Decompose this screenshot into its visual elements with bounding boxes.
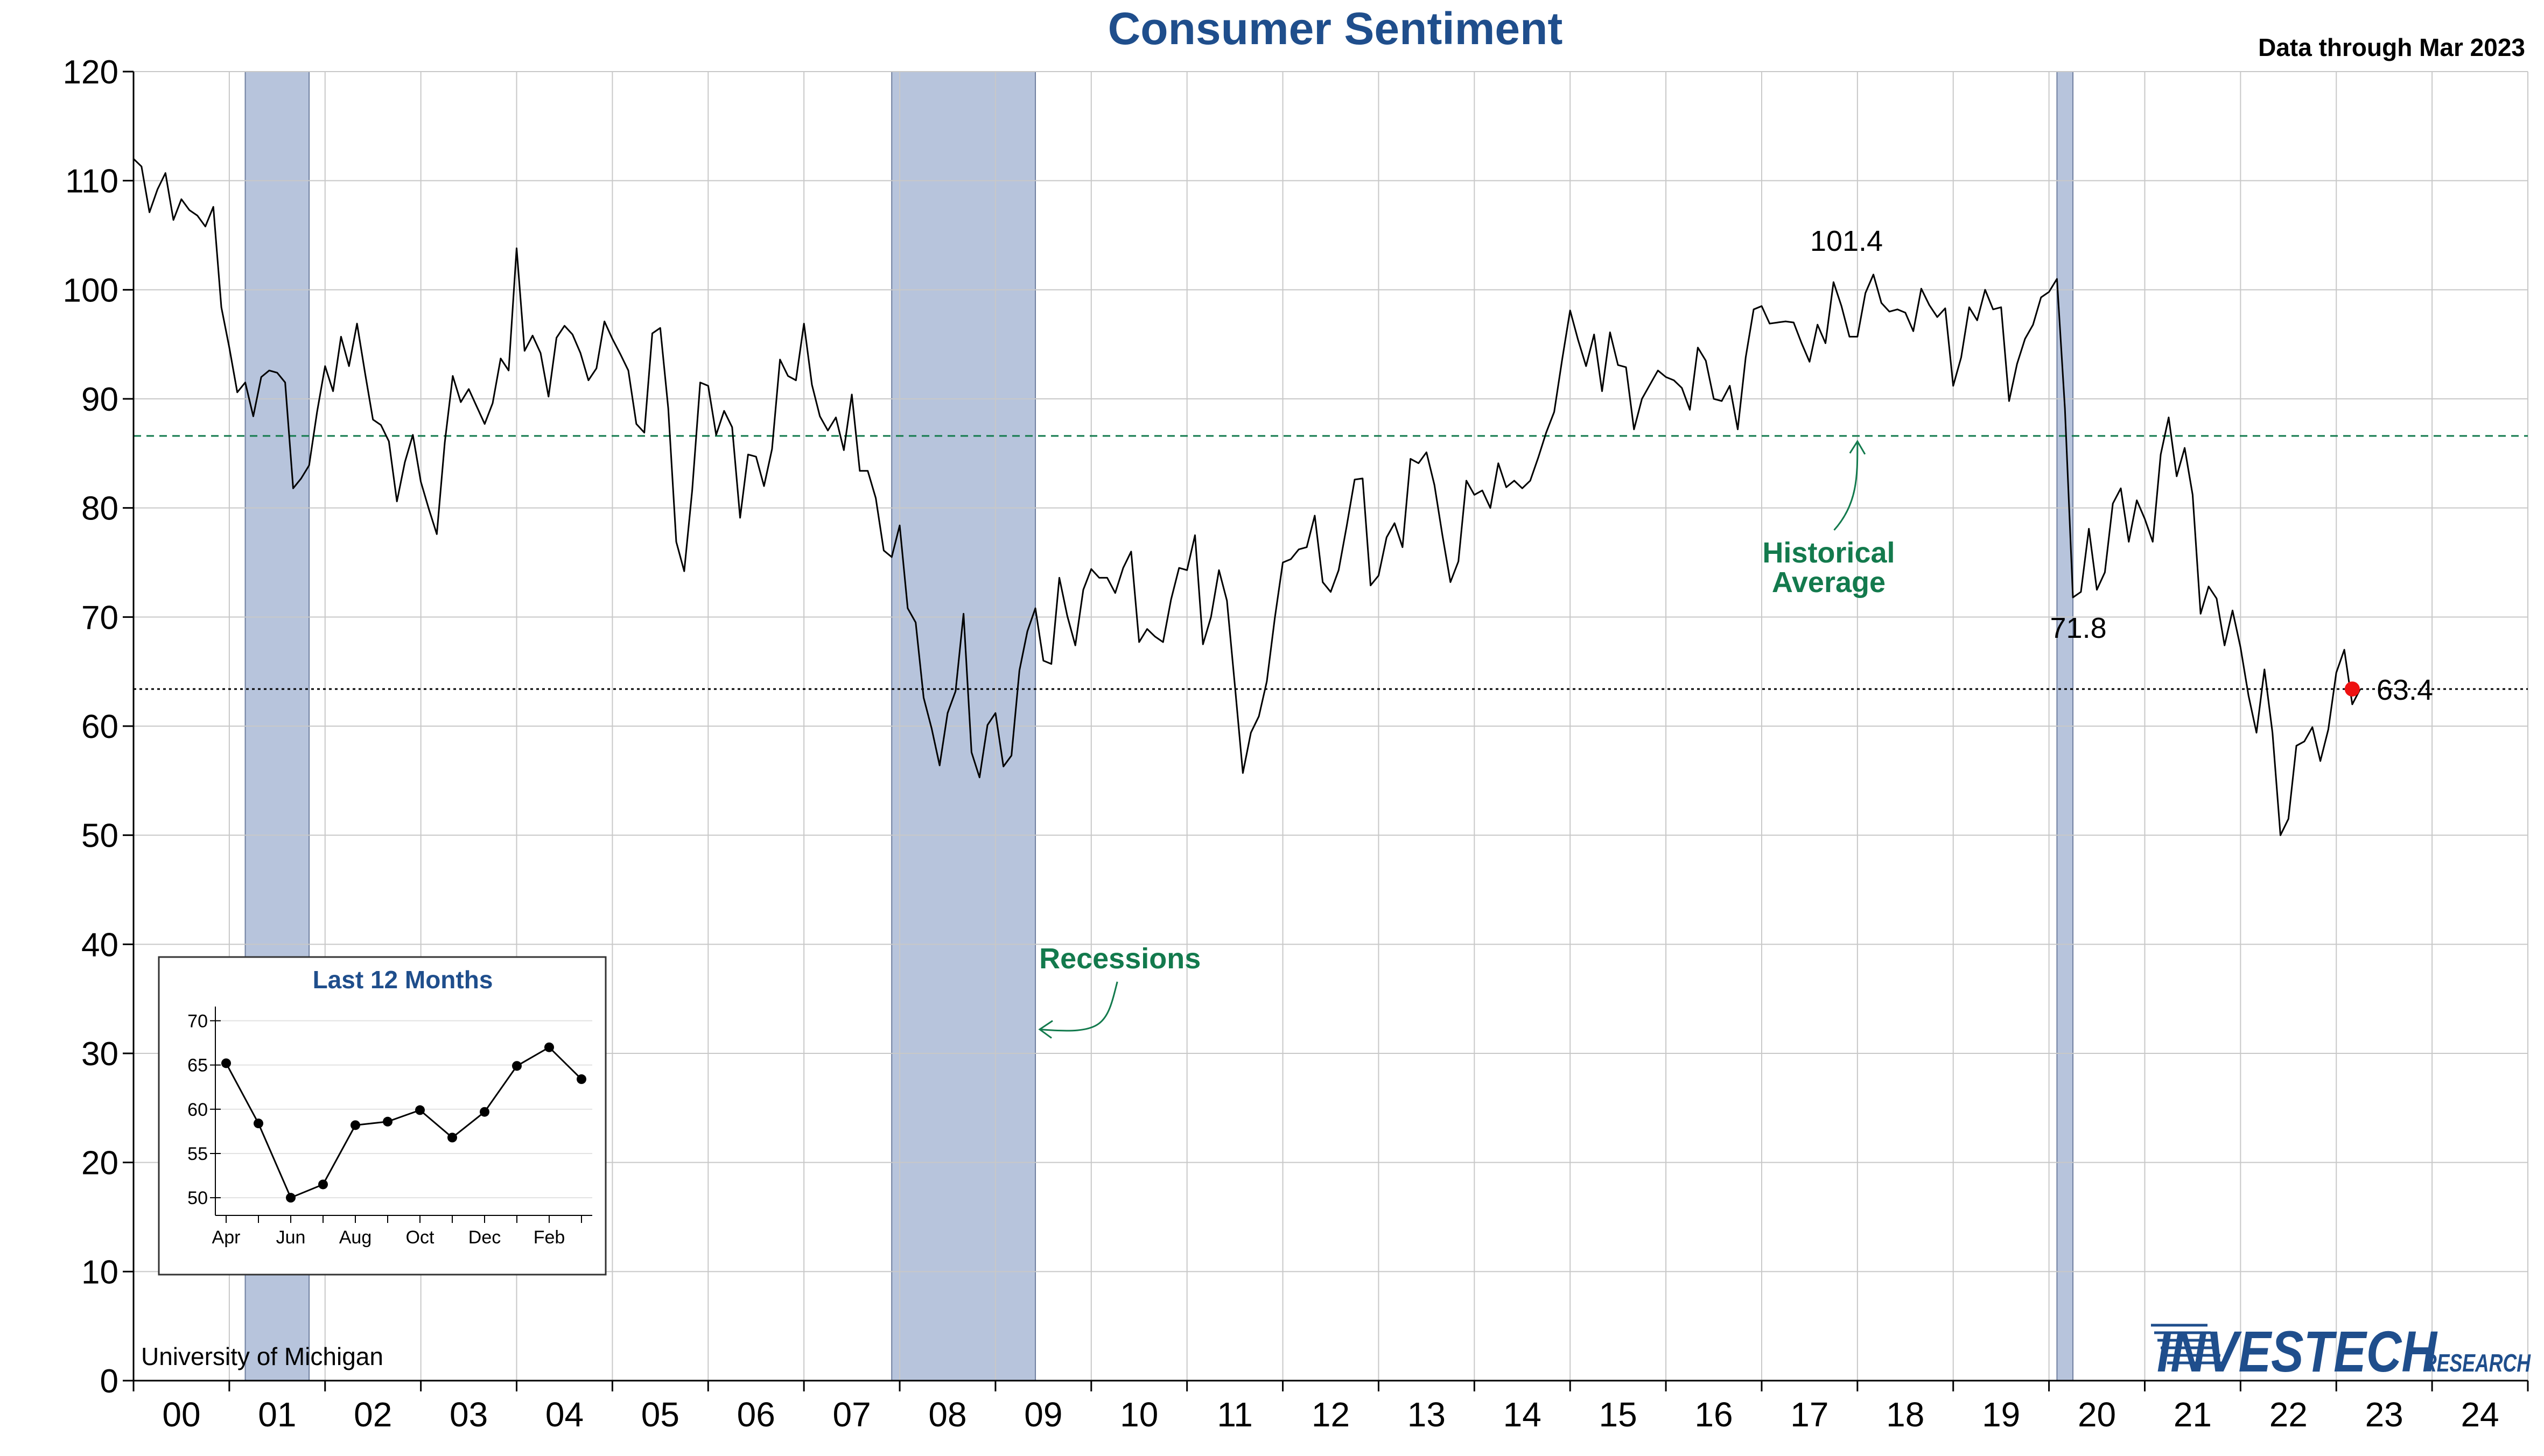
y-tick-label: 10 [81, 1254, 118, 1291]
inset-data-point [286, 1193, 296, 1203]
x-tick-label: 20 [2078, 1395, 2116, 1434]
recessions-arrow [1039, 981, 1118, 1032]
x-tick-label: 08 [928, 1395, 966, 1434]
x-tick-label: 22 [2269, 1395, 2308, 1434]
x-tick-label: 04 [545, 1395, 584, 1434]
source-label: University of Michigan [141, 1342, 383, 1370]
logo-main-text: INVESTECH [2157, 1319, 2438, 1384]
inset-data-point [254, 1119, 263, 1129]
y-tick-label: 40 [81, 926, 118, 963]
x-tick-label: 05 [641, 1395, 679, 1434]
y-tick-label: 30 [81, 1036, 118, 1073]
y-tick-label: 20 [81, 1145, 118, 1182]
inset-data-point [512, 1061, 522, 1071]
inset-x-tick-label: Apr [212, 1227, 241, 1248]
inset-y-tick-label: 50 [187, 1188, 208, 1208]
x-tick-label: 23 [2365, 1395, 2403, 1434]
inset-data-point [221, 1058, 231, 1068]
x-tick-label: 02 [354, 1395, 392, 1434]
x-tick-label: 00 [162, 1395, 200, 1434]
inset-x-tick-label: Oct [406, 1227, 434, 1248]
chart-subtitle: Data through Mar 2023 [2258, 33, 2525, 61]
x-tick-label: 01 [258, 1395, 296, 1434]
inset-chart-last-12-months: Last 12 Months 50 55 60 65 70 Apr Jun Aug Oct Dec… [158, 956, 607, 1276]
x-tick-label: 06 [737, 1395, 775, 1434]
y-tick-label: 50 [81, 818, 118, 855]
x-tick-label: 09 [1024, 1395, 1062, 1434]
logo-sub-text: RESEARCH [2423, 1349, 2531, 1377]
recessions-annotation: Recessions [1038, 942, 1201, 1039]
historical-average-label-line2: Average [1772, 566, 1886, 599]
inset-data-point [577, 1074, 586, 1084]
x-tick-label: 21 [2174, 1395, 2212, 1434]
x-tick-label: 14 [1503, 1395, 1541, 1434]
inset-frame [158, 956, 607, 1276]
historical-average-annotation: Historical Average [1762, 440, 1895, 599]
annotation-current-label: 63.4 [2377, 674, 2433, 706]
recessions-arrowhead [1038, 1020, 1053, 1039]
inset-x-tick-label: Aug [339, 1227, 372, 1248]
x-tick-label: 15 [1599, 1395, 1637, 1434]
logo-speed-stripes [2151, 1324, 2224, 1364]
inset-data-point [544, 1042, 554, 1052]
x-tick-label: 10 [1120, 1395, 1158, 1434]
inset-y-tick-label: 65 [187, 1056, 208, 1076]
inset-series-line [225, 1046, 583, 1199]
inset-data-point [415, 1105, 425, 1115]
current-value-marker [2344, 681, 2360, 697]
inset-x-tick-label: Jun [276, 1227, 306, 1248]
historical-average-arrowhead [1849, 440, 1866, 455]
annotation-peak-label: 101.4 [1810, 225, 1883, 257]
chart-title: Consumer Sentiment [1108, 3, 1563, 54]
x-tick-label: 16 [1694, 1395, 1733, 1434]
inset-y-tick-label: 70 [187, 1011, 208, 1031]
inset-title: Last 12 Months [313, 966, 493, 994]
investech-logo: INVESTECH RESEARCH [2151, 1319, 2531, 1384]
historical-average-arrow [1833, 441, 1859, 531]
inset-data-point [383, 1116, 393, 1127]
x-tick-label: 11 [1217, 1395, 1252, 1434]
inset-y-tick-label: 55 [187, 1144, 208, 1164]
annotation-covid-low-label: 71.8 [2050, 612, 2107, 644]
inset-x-tick-label: Dec [468, 1227, 501, 1248]
inset-data-point [351, 1120, 360, 1130]
y-tick-label: 80 [81, 490, 118, 527]
inset-data-point [480, 1107, 489, 1117]
x-tick-label: 19 [1982, 1395, 2020, 1434]
inset-data-point [447, 1133, 457, 1143]
x-tick-label: 07 [833, 1395, 871, 1434]
x-tick-label: 17 [1790, 1395, 1828, 1434]
sentiment-series-line [132, 158, 2361, 836]
recessions-label: Recessions [1039, 942, 1201, 975]
inset-y-tick-label: 60 [187, 1100, 208, 1120]
x-tick-label: 13 [1407, 1395, 1446, 1434]
x-tick-label: 03 [450, 1395, 488, 1434]
inset-x-tick-label: Feb [534, 1227, 565, 1248]
y-tick-label: 60 [81, 708, 118, 745]
x-tick-label: 12 [1312, 1395, 1350, 1434]
y-tick-label: 70 [81, 599, 118, 636]
x-tick-label: 24 [2461, 1395, 2499, 1434]
historical-average-label-line1: Historical [1762, 537, 1895, 569]
y-tick-label: 0 [100, 1363, 118, 1400]
y-tick-label: 100 [63, 272, 118, 309]
inset-data-point [318, 1179, 328, 1190]
y-tick-label: 120 [63, 54, 118, 91]
y-tick-label: 90 [81, 381, 118, 418]
x-tick-label: 18 [1886, 1395, 1924, 1434]
y-tick-label: 110 [65, 163, 118, 200]
